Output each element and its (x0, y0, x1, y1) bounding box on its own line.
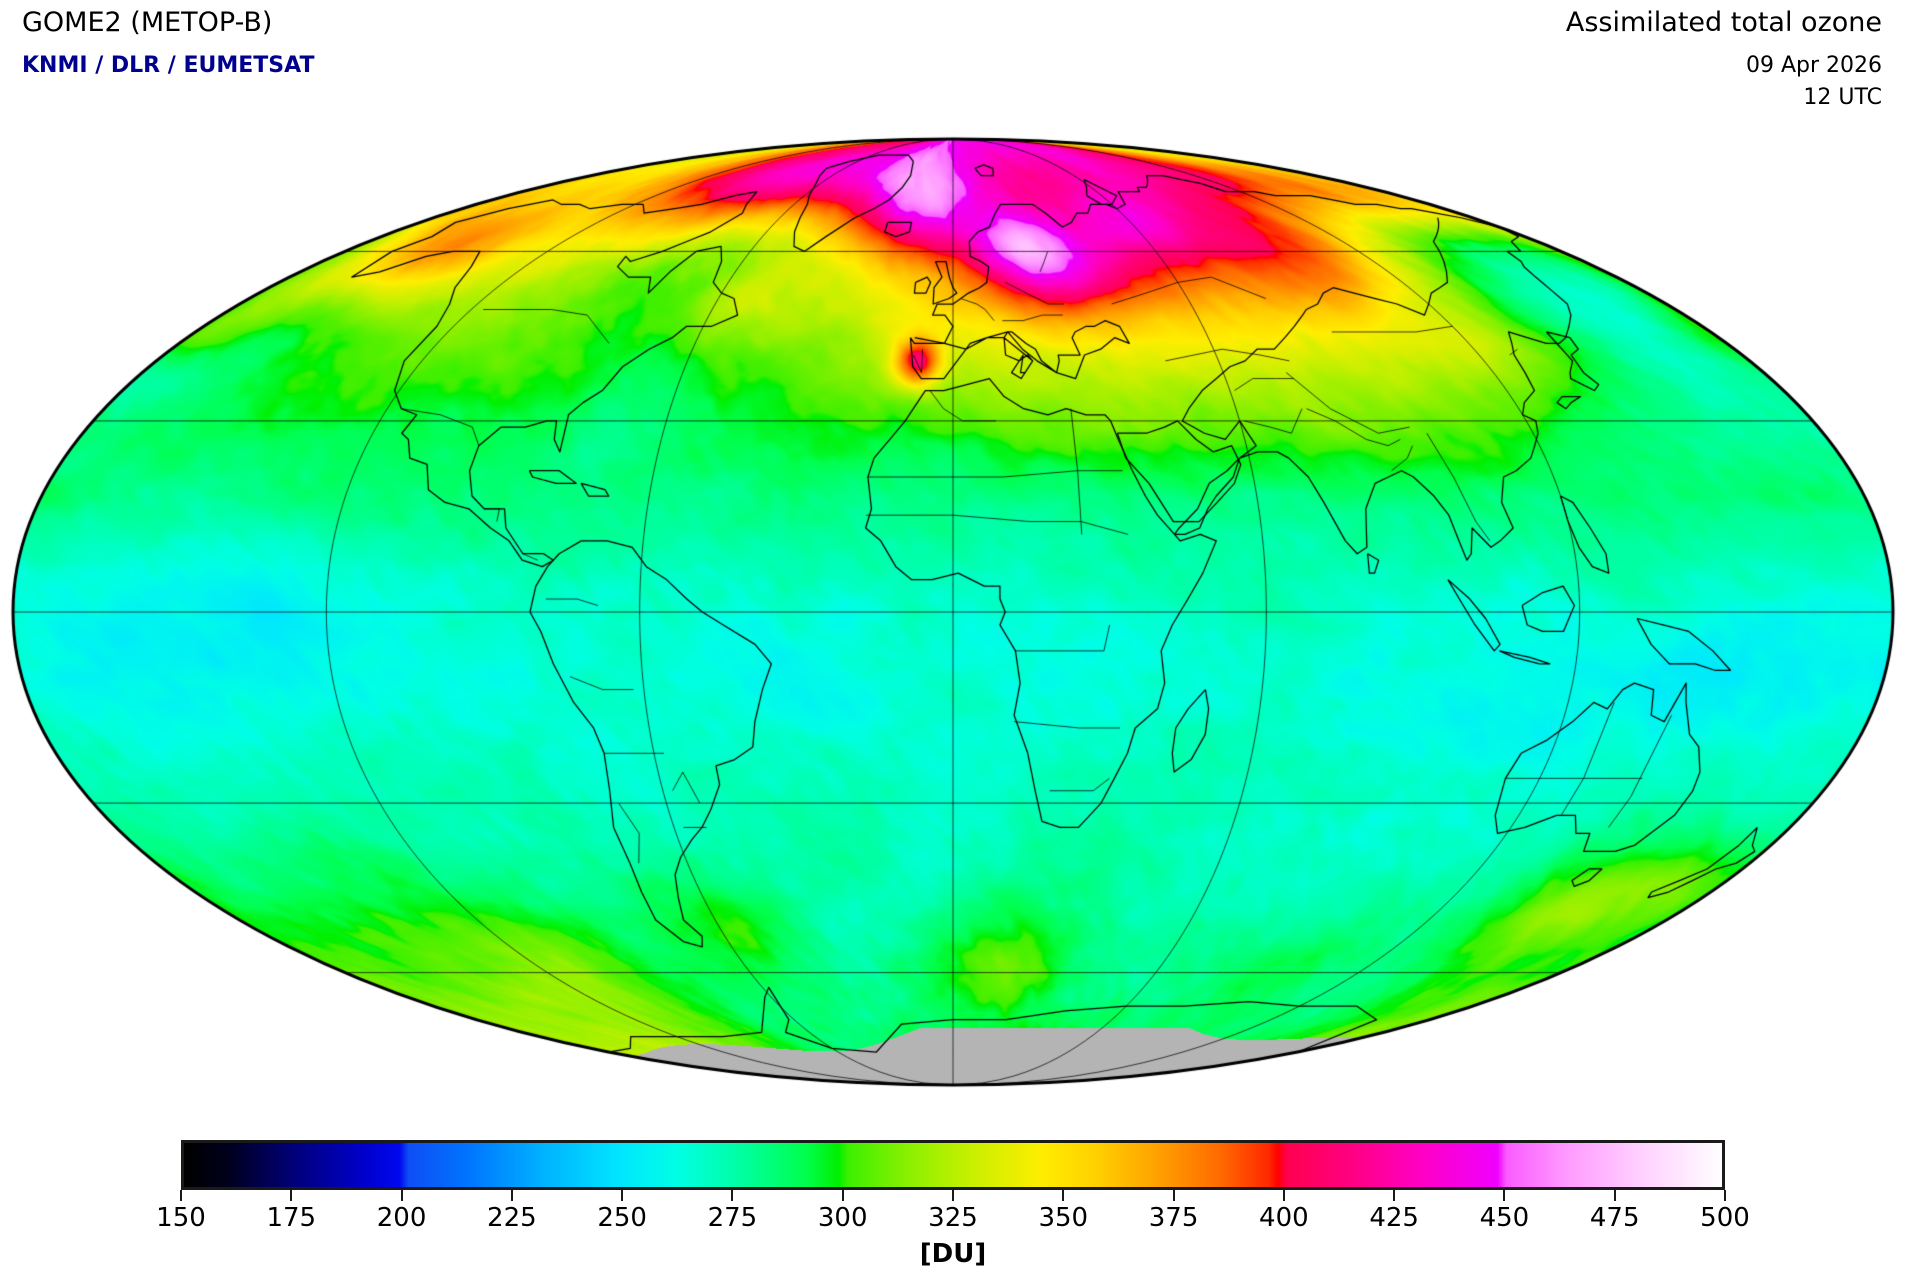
colorbar-tick (1613, 1190, 1616, 1201)
colorbar-tick (731, 1190, 734, 1201)
observation-time: 12 UTC (1803, 85, 1882, 110)
colorbar-tick-label: 200 (376, 1203, 427, 1233)
colorbar-tick-label: 150 (156, 1203, 206, 1233)
colorbar-tick-label: 275 (707, 1203, 758, 1233)
colorbar-tick (180, 1190, 182, 1201)
colorbar-tick (1393, 1190, 1396, 1201)
colorbar: 150 175 200 225 250 275 300 325 350 375 400 425 450 4… (0, 1120, 1906, 1272)
colorbar-tick-label: 175 (266, 1203, 317, 1233)
colorbar-tick (1062, 1190, 1065, 1201)
colorbar-tick-label: 400 (1259, 1203, 1309, 1233)
colorbar-tick (952, 1190, 954, 1201)
colorbar-tick-label: 250 (597, 1203, 647, 1233)
ozone-map-canvas (0, 128, 1906, 1096)
colorbar-tick-labels: 150 175 200 225 250 275 300 325 350 375 400 425 450 4… (156, 1202, 1750, 1236)
observation-date: 09 Apr 2026 (1745, 53, 1882, 78)
colorbar-tick-label: 225 (487, 1203, 537, 1233)
colorbar-tick (510, 1190, 513, 1201)
colorbar-tick-label: 325 (928, 1203, 978, 1233)
colorbar-tick-label: 300 (817, 1203, 868, 1233)
colorbar-ticks (180, 1190, 1726, 1202)
colorbar-tick-label: 350 (1038, 1203, 1089, 1233)
colorbar-bar (181, 1140, 1725, 1190)
colorbar-tick-label: 375 (1148, 1203, 1199, 1233)
colorbar-tick (290, 1190, 293, 1201)
ozone-map (0, 128, 1906, 1096)
colorbar-gradient (184, 1143, 1722, 1187)
instrument-title: GOME2 (METOP-B) (22, 7, 273, 38)
colorbar-tick (621, 1190, 624, 1201)
colorbar-tick (1503, 1190, 1506, 1201)
colorbar-tick-label: 475 (1589, 1203, 1640, 1233)
colorbar-tick (400, 1190, 403, 1201)
colorbar-tick-label: 450 (1479, 1203, 1530, 1233)
colorbar-tick (1172, 1190, 1175, 1201)
colorbar-tick (1724, 1190, 1726, 1201)
colorbar-unit-label: [DU] (919, 1239, 987, 1269)
agency-credits: KNMI / DLR / EUMETSAT (22, 53, 315, 78)
colorbar-tick (1282, 1190, 1285, 1201)
colorbar-tick (841, 1190, 844, 1201)
page-title: Assimilated total ozone (1565, 7, 1882, 38)
header-right: Assimilated total ozone 09 Apr 2026 12 U… (1182, 6, 1882, 112)
colorbar-tick-label: 425 (1369, 1203, 1419, 1233)
header-left: GOME2 (METOP-B) KNMI / DLR / EUMETSAT (22, 6, 722, 81)
colorbar-tick-label: 500 (1700, 1203, 1750, 1233)
